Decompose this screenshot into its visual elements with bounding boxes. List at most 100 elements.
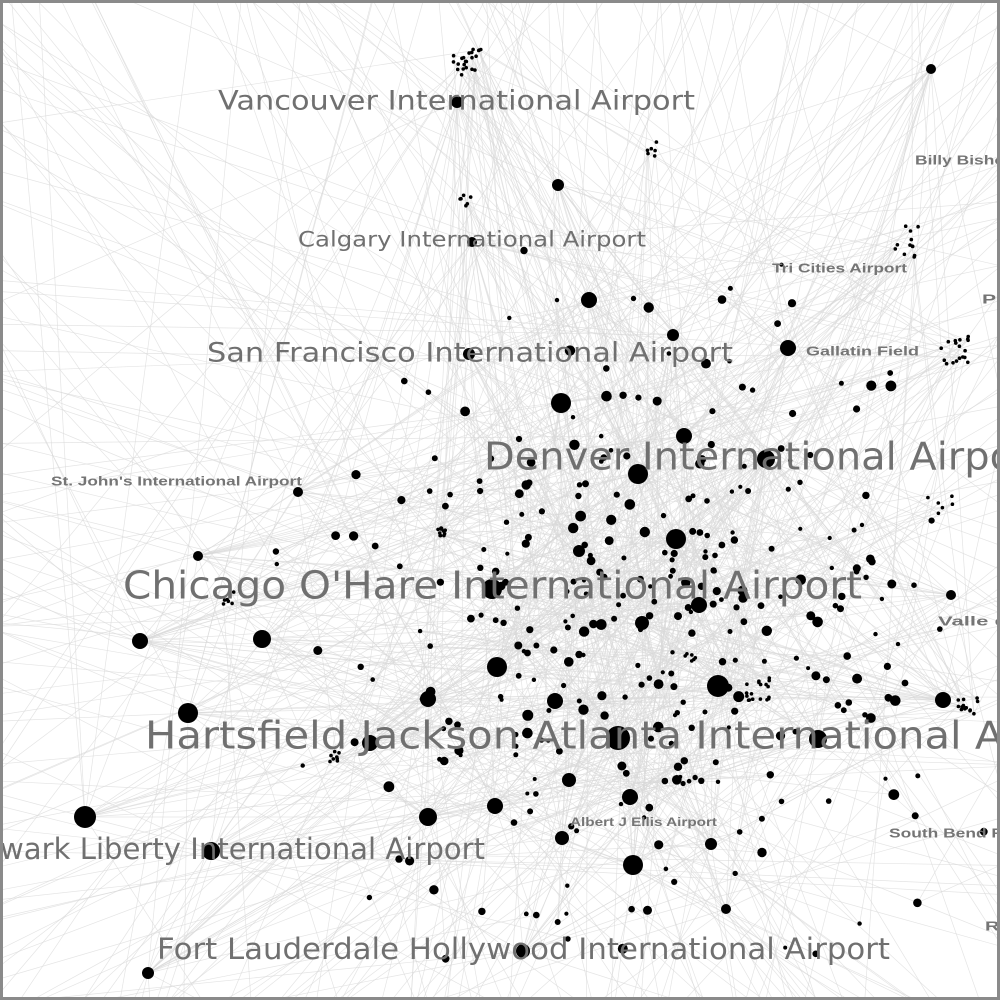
edge — [210, 780, 702, 852]
airport-node — [513, 731, 519, 738]
edge — [3, 54, 581, 517]
edge — [506, 553, 761, 997]
airport-node — [564, 657, 574, 667]
airport-node — [464, 59, 469, 64]
airport-node — [654, 840, 664, 850]
edge — [517, 607, 676, 716]
edge — [568, 155, 656, 781]
airport-node — [515, 435, 523, 443]
airport-node — [827, 535, 832, 541]
edge — [428, 391, 687, 583]
edge — [548, 3, 570, 781]
edge — [694, 3, 855, 531]
airport-node — [487, 455, 495, 462]
edge — [459, 198, 731, 289]
airport-node — [688, 609, 694, 615]
airport-node — [600, 573, 608, 581]
edge — [187, 712, 627, 774]
airport-node — [671, 878, 678, 886]
edge — [440, 519, 612, 536]
edge — [224, 599, 759, 683]
edge — [210, 696, 626, 852]
airport-node — [911, 812, 919, 820]
airport-node — [552, 179, 564, 191]
airport-node — [957, 344, 962, 349]
edge — [557, 779, 570, 923]
edge — [572, 323, 778, 418]
edge — [495, 481, 997, 572]
edge — [440, 535, 744, 599]
airport-node — [653, 148, 657, 153]
edge — [730, 3, 944, 289]
edge — [480, 49, 966, 351]
edge — [3, 530, 429, 818]
edge — [297, 10, 997, 493]
edge — [3, 374, 686, 583]
airport-node — [834, 702, 842, 709]
airport-node — [499, 697, 504, 702]
airport-node — [272, 548, 280, 555]
edge — [600, 436, 675, 687]
edge — [912, 246, 975, 714]
edge — [688, 359, 945, 500]
edge — [568, 576, 671, 781]
airport-node — [757, 847, 767, 858]
airport-node — [684, 604, 692, 611]
airport-node — [646, 151, 650, 156]
edge — [3, 657, 797, 958]
edge — [3, 255, 263, 640]
edge — [398, 858, 997, 887]
edge — [432, 680, 770, 997]
airport-node — [576, 482, 583, 488]
edge — [453, 61, 685, 437]
edge — [518, 438, 896, 701]
airport-node — [758, 682, 763, 687]
airport-node — [514, 489, 524, 499]
airport-node — [732, 870, 738, 877]
airport-node — [533, 642, 540, 649]
airport-node — [514, 641, 523, 650]
airport-node — [873, 631, 878, 637]
airport-node — [779, 262, 784, 267]
airport-node — [595, 619, 607, 630]
labels: Vancouver International Airport Calgary I… — [3, 85, 997, 966]
airport-node — [230, 601, 234, 606]
edge — [746, 605, 762, 694]
edge — [588, 299, 997, 603]
airport-node — [717, 688, 722, 693]
airport-node — [555, 831, 569, 845]
airport-node — [573, 545, 585, 557]
airport-node — [427, 643, 434, 649]
airport-node — [623, 452, 631, 460]
edge — [3, 49, 481, 123]
airport-node — [467, 614, 475, 623]
airport-node — [674, 612, 682, 621]
edge — [3, 343, 199, 557]
airport-node — [912, 253, 917, 258]
airport-node — [862, 712, 868, 718]
edge — [3, 780, 496, 807]
edge — [599, 570, 673, 573]
edge — [210, 600, 997, 852]
edge — [641, 622, 794, 997]
edge — [684, 697, 978, 762]
airport-node — [797, 479, 803, 485]
airport-node — [331, 531, 340, 540]
edge — [596, 3, 643, 624]
edge — [717, 685, 816, 997]
edge — [281, 248, 896, 997]
airport-node — [704, 532, 710, 539]
airport-node — [522, 727, 533, 739]
edge — [580, 515, 916, 817]
edge — [787, 347, 997, 502]
edge — [287, 654, 693, 997]
airport-node — [961, 703, 966, 708]
airport-node — [788, 458, 793, 463]
edge — [643, 3, 796, 818]
airport-node — [623, 855, 643, 875]
edge — [210, 850, 485, 997]
airport-node — [225, 597, 229, 602]
airport-node — [648, 735, 654, 742]
airport-node — [832, 602, 839, 609]
